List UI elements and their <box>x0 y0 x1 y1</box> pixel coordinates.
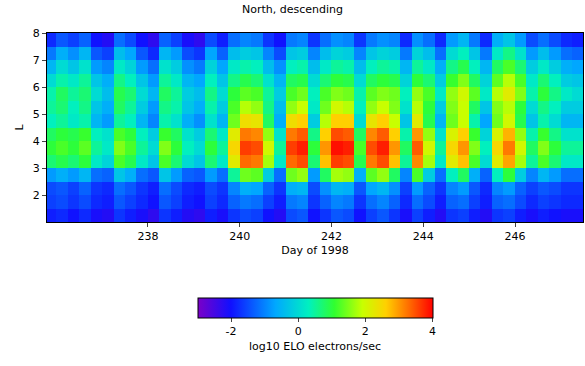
svg-text:244: 244 <box>413 230 434 243</box>
svg-text:242: 242 <box>321 230 342 243</box>
svg-text:6: 6 <box>33 81 40 94</box>
svg-text:2: 2 <box>33 189 40 202</box>
svg-text:L: L <box>13 124 26 131</box>
svg-text:4: 4 <box>429 325 436 338</box>
svg-text:8: 8 <box>33 27 40 40</box>
svg-text:2: 2 <box>362 325 369 338</box>
svg-text:-2: -2 <box>226 325 237 338</box>
svg-text:4: 4 <box>33 135 40 148</box>
svg-text:log10 ELO electrons/sec: log10 ELO electrons/sec <box>249 340 381 353</box>
svg-text:7: 7 <box>33 54 40 67</box>
svg-text:240: 240 <box>229 230 250 243</box>
svg-text:North, descending: North, descending <box>242 3 343 16</box>
svg-text:238: 238 <box>137 230 158 243</box>
svg-text:3: 3 <box>33 162 40 175</box>
svg-text:0: 0 <box>295 325 302 338</box>
svg-text:5: 5 <box>33 108 40 121</box>
svg-text:246: 246 <box>505 230 526 243</box>
svg-text:Day of 1998: Day of 1998 <box>281 244 348 257</box>
